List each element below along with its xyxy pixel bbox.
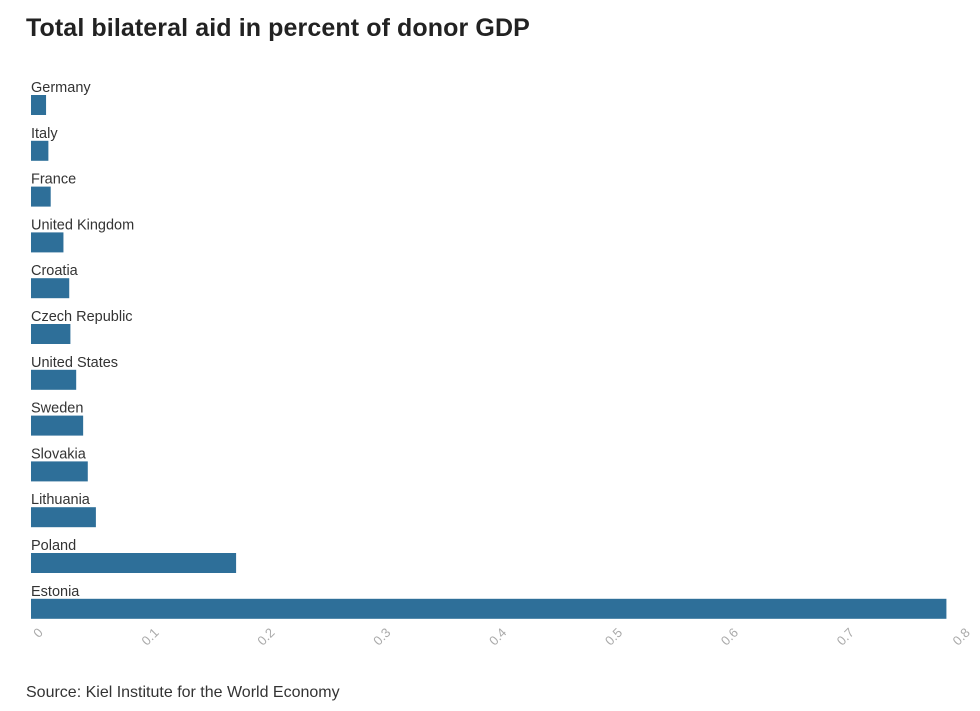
x-tick-label: 0.2 [254,625,277,648]
x-tick-label: 0 [30,625,46,641]
bar [31,553,237,573]
bar [31,278,70,299]
x-tick-label: 0.8 [949,625,972,648]
category-label: United Kingdom [31,217,134,233]
x-tick-label: 0.7 [834,625,857,648]
category-label: Estonia [31,584,80,600]
category-label: Italy [31,126,58,142]
x-tick-label: 0.3 [370,625,393,648]
bar [31,95,47,115]
bar [31,415,84,436]
bar [31,140,49,161]
source-note: Source: Kiel Institute for the World Eco… [26,684,340,701]
category-label: Slovakia [31,446,87,462]
x-tick-label: 0.4 [486,625,509,648]
bar [31,324,71,344]
category-label: Lithuania [31,492,91,508]
category-label: France [31,172,76,188]
bar-chart: Germany Italy France United Kingdom Croatia C… [30,80,973,648]
bar [31,232,64,253]
bar [31,461,88,482]
category-label: Poland [31,538,76,554]
category-label: Germany [31,80,91,96]
x-tick-label: 0.5 [602,625,625,648]
bar [31,598,947,619]
bar [31,369,77,390]
x-tick-label: 0.6 [718,625,741,648]
bar [31,186,51,207]
category-label: Croatia [31,263,79,279]
bar [31,507,96,528]
x-tick-label: 0.1 [138,625,161,648]
chart-title: Total bilateral aid in percent of donor … [26,14,530,42]
category-label: Sweden [31,401,83,417]
category-label: United States [31,355,118,371]
category-label: Czech Republic [31,309,133,325]
